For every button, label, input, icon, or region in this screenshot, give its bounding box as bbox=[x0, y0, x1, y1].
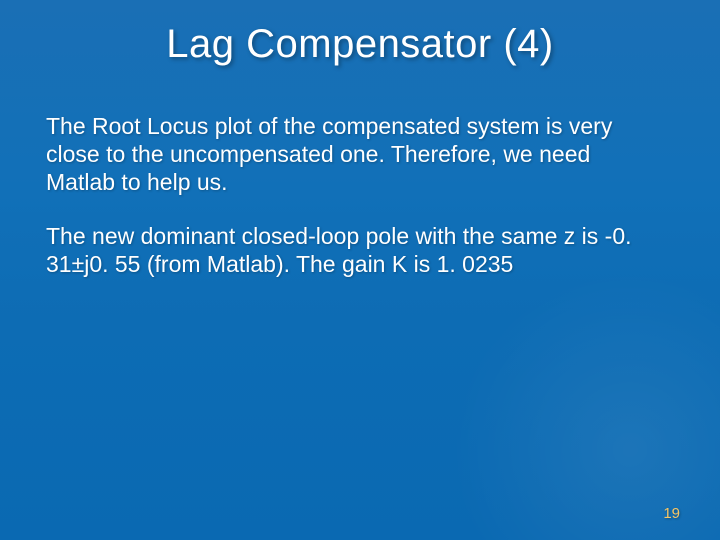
slide: Lag Compensator (4) The Root Locus plot … bbox=[0, 0, 720, 540]
slide-title: Lag Compensator (4) bbox=[0, 22, 720, 67]
background-sheen bbox=[420, 240, 720, 540]
paragraph-2: The new dominant closed-loop pole with t… bbox=[46, 222, 660, 278]
paragraph-1: The Root Locus plot of the compensated s… bbox=[46, 112, 660, 196]
page-number: 19 bbox=[663, 505, 680, 522]
